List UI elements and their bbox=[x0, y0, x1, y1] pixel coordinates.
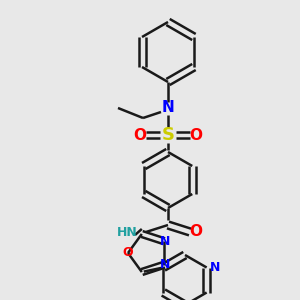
Text: N: N bbox=[160, 258, 170, 271]
Text: HN: HN bbox=[117, 226, 138, 238]
Text: N: N bbox=[210, 261, 220, 274]
Text: S: S bbox=[161, 126, 175, 144]
Text: N: N bbox=[160, 235, 170, 248]
Text: O: O bbox=[190, 224, 202, 239]
Text: O: O bbox=[123, 247, 133, 260]
Text: N: N bbox=[162, 100, 174, 116]
Text: O: O bbox=[190, 128, 202, 142]
Text: O: O bbox=[134, 128, 146, 142]
